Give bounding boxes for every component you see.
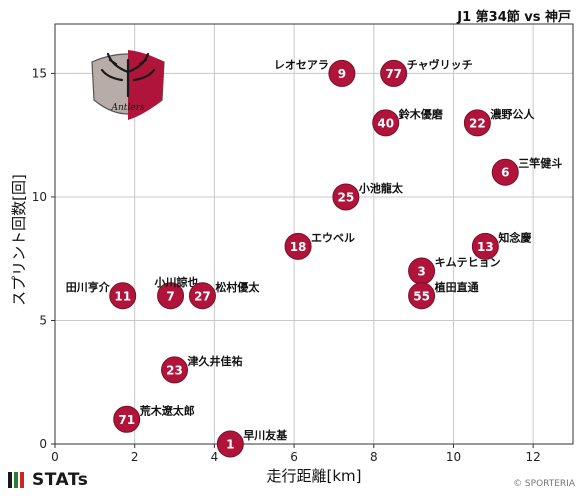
data-point: 18 エウベル (284, 231, 355, 260)
point-number: 9 (338, 67, 346, 81)
x-axis-label: 走行距離[km] (266, 467, 361, 485)
point-number: 18 (290, 240, 307, 254)
point-name-label: 早川友基 (243, 428, 288, 442)
data-point: 9 レオセアラ (274, 58, 356, 87)
point-marker (380, 59, 408, 87)
plot-frame (54, 23, 574, 445)
point-name-label: 植田直通 (434, 280, 479, 294)
x-tick-label: 8 (370, 450, 378, 464)
point-number: 71 (118, 413, 135, 427)
point-number: 22 (469, 116, 486, 130)
logo-bar-green (14, 472, 18, 488)
point-name-label: 濃野公人 (490, 107, 535, 121)
x-tick-label: 6 (290, 450, 298, 464)
point-number: 25 (338, 190, 355, 204)
point-number: 7 (166, 289, 174, 303)
y-tick-label: 5 (39, 313, 47, 327)
axes: 0 2 4 6 8 10 12 0 5 10 15 (32, 23, 574, 464)
y-tick-label: 10 (32, 190, 47, 204)
point-name-label: 田川亨介 (66, 280, 111, 294)
x-tick-label: 10 (446, 450, 461, 464)
point-marker (284, 232, 312, 260)
point-name-label: チャヴリッチ (407, 57, 473, 71)
logo-bar-black (8, 472, 12, 488)
point-name-label: 鈴木優磨 (399, 107, 444, 121)
data-point: 71 荒木遼太郎 (113, 403, 195, 433)
y-axis-label: スプリント回数[回] (10, 174, 28, 306)
point-name-label: 小池龍太 (358, 181, 404, 195)
point-marker (109, 282, 137, 310)
copyright: © SPORTERIA (513, 479, 575, 489)
point-marker (491, 158, 519, 186)
point-marker (471, 232, 499, 260)
point-number: 11 (114, 289, 131, 303)
data-point: 77 チャヴリッチ (380, 57, 473, 87)
brand-name: STATs (32, 470, 89, 490)
point-marker (372, 109, 400, 137)
data-point: 3 キムテヒョン (408, 256, 501, 285)
point-marker (161, 356, 189, 384)
point-marker (113, 405, 141, 433)
data-point: 23 津久井佳祐 (161, 354, 243, 384)
data-point: 22 濃野公人 (463, 107, 535, 137)
data-point: 55 植田直通 (408, 280, 479, 310)
y-tick-label: 0 (39, 437, 47, 451)
point-name-label: 津久井佳祐 (188, 354, 243, 368)
match-title: J1 第34節 vs 神戸 (457, 10, 571, 25)
point-name-label: 三竿健斗 (518, 156, 562, 170)
point-number: 23 (166, 363, 183, 377)
data-point: 40 鈴木優磨 (372, 107, 444, 137)
point-number: 27 (194, 289, 211, 303)
point-marker (157, 282, 185, 310)
point-name-label: キムテヒョン (435, 256, 501, 269)
logo-bar-red (20, 472, 24, 488)
point-marker (408, 282, 436, 310)
point-name-label: 小川諒也 (154, 275, 199, 289)
y-tick-label: 15 (32, 66, 47, 80)
x-tick-label: 2 (131, 450, 139, 464)
point-marker (328, 59, 356, 87)
point-marker (463, 109, 491, 137)
point-name-label: レオセアラ (274, 58, 329, 71)
x-tick-label: 12 (526, 450, 541, 464)
point-number: 13 (477, 240, 494, 254)
point-number: 55 (413, 289, 430, 303)
x-tick-label: 4 (211, 450, 219, 464)
data-point: 1 早川友基 (216, 428, 288, 458)
stats-logo: STATs (8, 470, 88, 490)
point-number: 1 (226, 438, 234, 452)
data-point: 27 松村優太 (188, 280, 260, 310)
point-marker (216, 430, 244, 458)
point-number: 6 (501, 166, 509, 180)
point-marker (188, 282, 216, 310)
x-tick-label: 0 (51, 450, 59, 464)
point-number: 3 (417, 265, 425, 279)
svg-text:Antlers: Antlers (110, 103, 144, 113)
point-marker (332, 183, 360, 211)
point-name-label: エウベル (311, 231, 355, 244)
point-name-label: 松村優太 (215, 280, 260, 294)
point-name-label: 荒木遼太郎 (139, 403, 195, 417)
point-name-label: 知念慶 (497, 230, 531, 244)
data-point: 6 三竿健斗 (491, 156, 562, 186)
axis-labels: 走行距離[km] スプリント回数[回] (10, 174, 362, 485)
point-number: 77 (385, 67, 402, 81)
kashima-antlers-crest-icon: Antlers (91, 50, 165, 120)
point-number: 40 (377, 116, 394, 130)
